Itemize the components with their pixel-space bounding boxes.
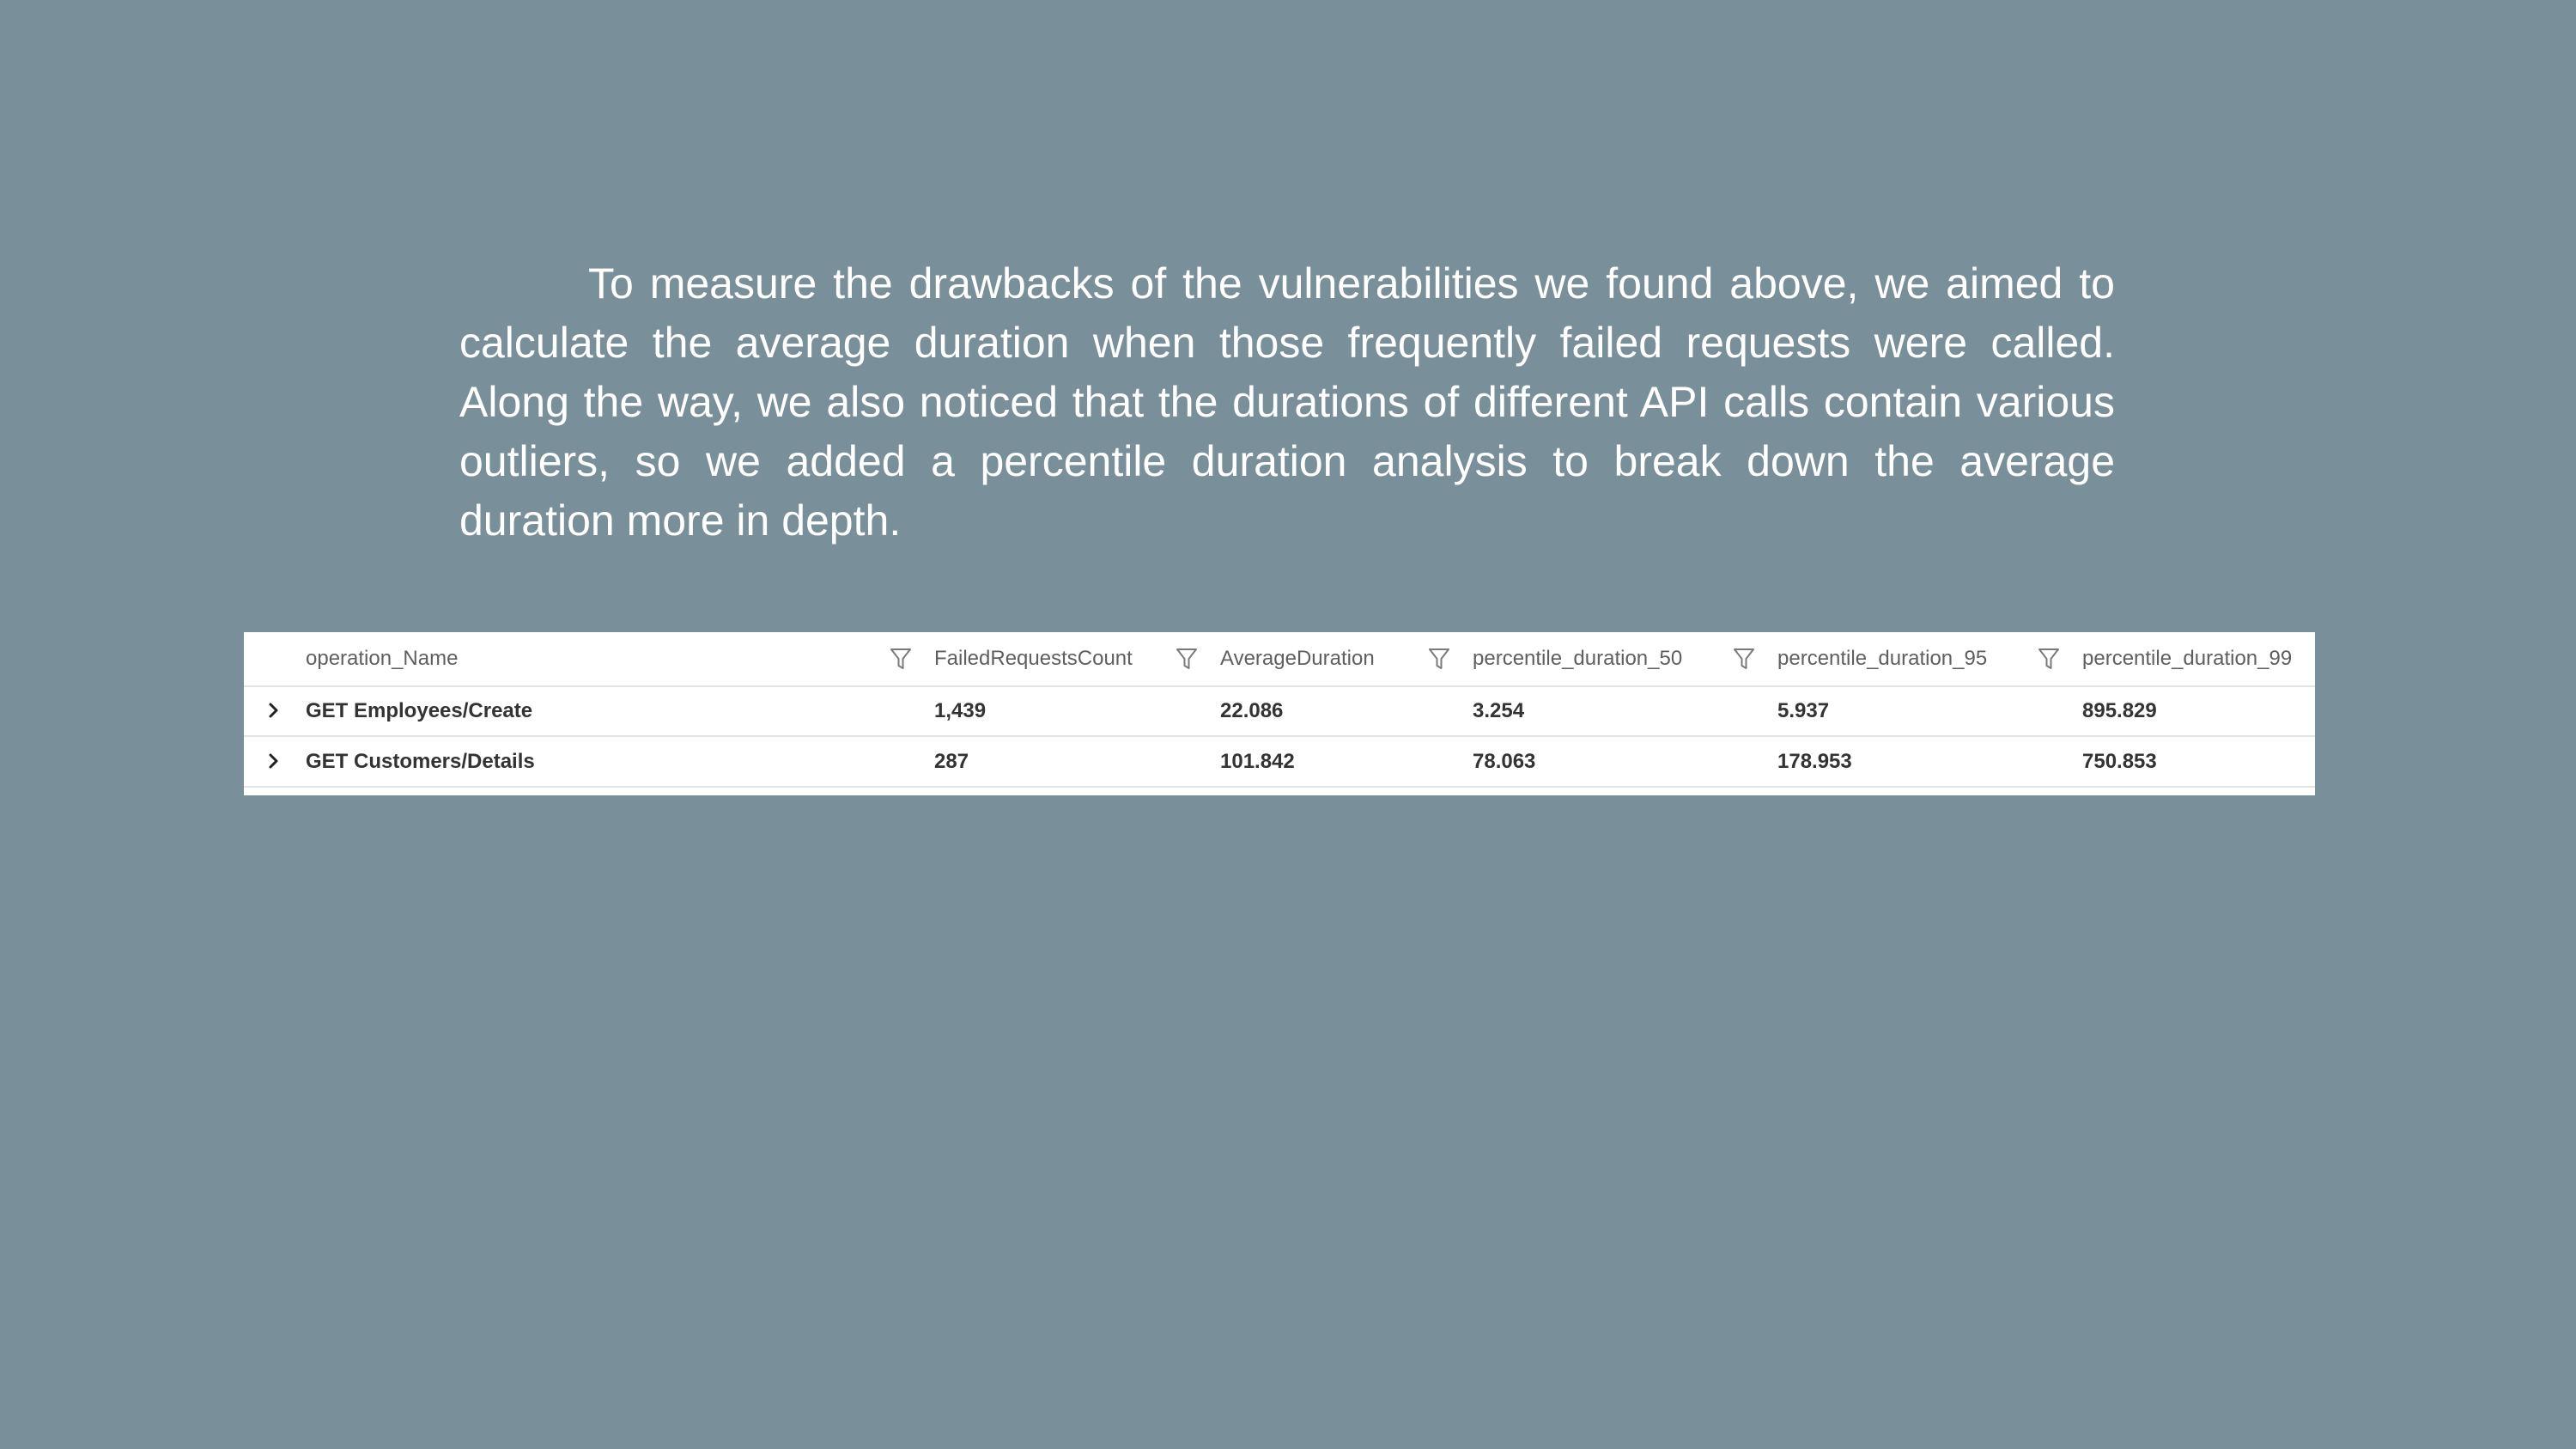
cell-percentile-duration-99: 895.829	[2082, 699, 2157, 722]
cell-average-duration: 101.842	[1220, 750, 1295, 773]
cell-operation-name: GET Customers/Details	[306, 750, 535, 773]
cell-percentile-duration-95: 178.953	[1777, 750, 1852, 773]
cell-average-duration: 22.086	[1220, 699, 1284, 722]
column-header-failed-requests-count[interactable]: FailedRequestsCount	[934, 647, 1133, 670]
column-header-average-duration[interactable]: AverageDuration	[1220, 647, 1375, 670]
cell-percentile-duration-50: 3.254	[1473, 699, 1525, 722]
filter-icon[interactable]	[1733, 647, 1755, 671]
column-header-percentile-duration-95[interactable]: percentile_duration_95	[1777, 647, 1988, 670]
cell-percentile-duration-95: 5.937	[1777, 699, 1830, 722]
body-paragraph: To measure the drawbacks of the vulnerab…	[459, 259, 2115, 545]
cell-failed-requests-count: 1,439	[934, 699, 987, 722]
results-table: operation_Name FailedRequestsCount Avera…	[244, 632, 2315, 795]
cell-operation-name: GET Employees/Create	[306, 699, 533, 722]
filter-icon[interactable]	[1428, 647, 1450, 671]
column-header-percentile-duration-50[interactable]: percentile_duration_50	[1473, 647, 1683, 670]
table-row[interactable]: GET Customers/Details 287 101.842 78.063…	[244, 737, 2315, 788]
chevron-right-icon[interactable]	[264, 700, 283, 721]
cell-percentile-duration-50: 78.063	[1473, 750, 1536, 773]
cell-percentile-duration-99: 750.853	[2082, 750, 2157, 773]
cell-failed-requests-count: 287	[934, 750, 969, 773]
chevron-right-icon[interactable]	[264, 751, 283, 771]
table-header-row: operation_Name FailedRequestsCount Avera…	[244, 632, 2315, 687]
table-row[interactable]: GET Employees/Create 1,439 22.086 3.254 …	[244, 686, 2315, 737]
column-header-operation-name[interactable]: operation_Name	[306, 647, 459, 670]
filter-icon[interactable]	[1176, 647, 1198, 671]
column-header-percentile-duration-99[interactable]: percentile_duration_99	[2082, 647, 2293, 670]
filter-icon[interactable]	[890, 647, 912, 671]
filter-icon[interactable]	[2038, 647, 2060, 671]
